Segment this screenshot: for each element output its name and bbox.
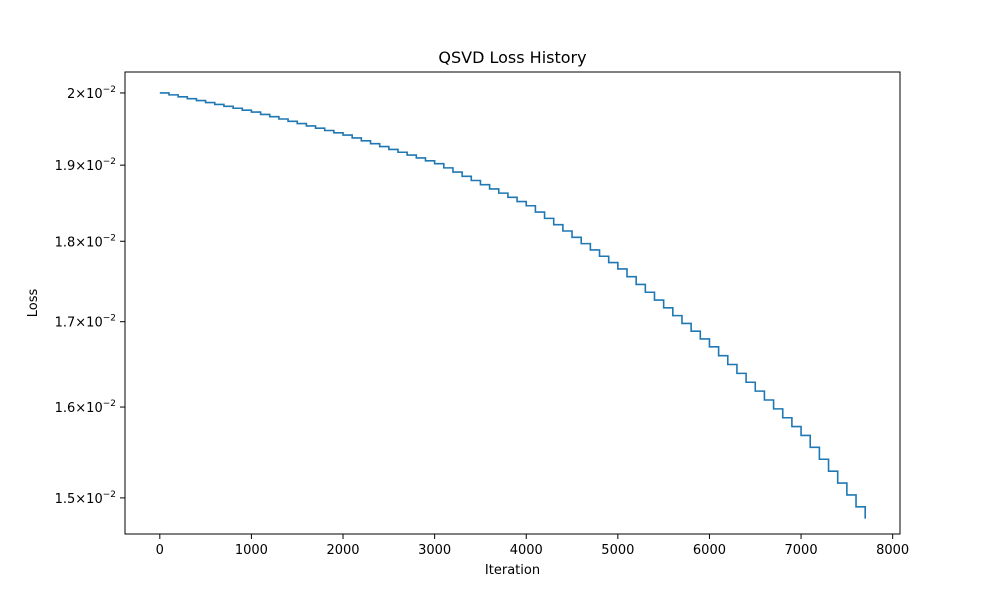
y-tick-label: 1.7×10−2 [55,314,116,331]
x-axis-ticks: 0 1000 2000 3000 4000 5000 6000 7000 8000 [156,534,909,558]
y-tick-label: 2×10−2 [67,85,116,102]
x-tick-label: 1000 [235,543,268,558]
x-axis-label: Iteration [485,563,540,578]
x-tick-label: 6000 [693,543,726,558]
y-tick-label: 1.5×10−2 [55,490,116,507]
x-tick-label: 4000 [510,543,543,558]
series-layer [159,92,866,519]
y-tick-label: 1.8×10−2 [55,233,116,250]
x-tick-label: 8000 [876,543,909,558]
y-axis-ticks: 2×10−2 1.9×10−2 1.8×10−2 1.7×10−2 1.6×10−2 1.… [55,85,125,507]
x-tick-label: 5000 [601,543,634,558]
y-tick-label: 1.9×10−2 [55,157,116,174]
x-tick-label: 7000 [785,543,818,558]
y-axis-label: Loss [26,289,41,318]
axes-frame [124,71,901,535]
chart-title: QSVD Loss History [438,48,586,67]
x-tick-label: 2000 [326,543,359,558]
x-tick-label: 3000 [418,543,451,558]
x-tick-label: 0 [156,543,164,558]
loss-series-line [159,92,866,519]
y-tick-label: 1.6×10−2 [55,399,116,416]
